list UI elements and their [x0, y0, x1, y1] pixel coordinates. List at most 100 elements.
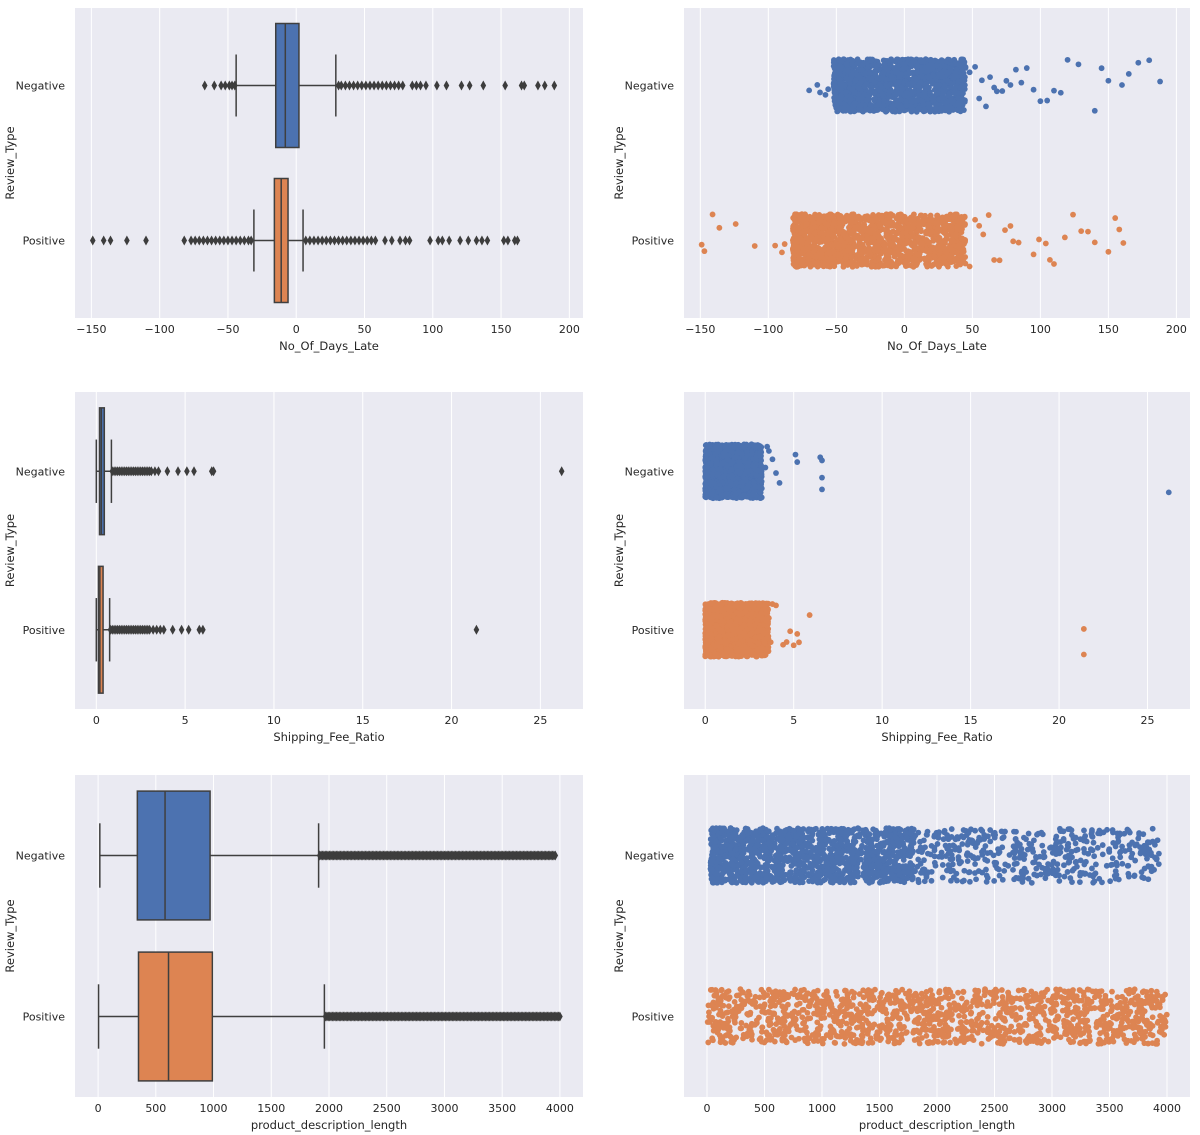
strip-point	[854, 60, 861, 67]
strip-point	[918, 240, 925, 247]
strip-point	[827, 255, 834, 262]
strip-point	[698, 241, 705, 248]
outlier-point	[248, 235, 254, 246]
outlier-point	[218, 80, 224, 91]
x-tick-label: −100	[145, 323, 175, 336]
strip-point	[842, 101, 848, 108]
strip-point	[898, 246, 905, 253]
marks	[698, 56, 1163, 270]
outlier-point	[100, 235, 107, 246]
x-tick-label: 20	[1052, 714, 1066, 727]
strip-point	[757, 495, 764, 502]
strip-point	[833, 95, 840, 102]
strip-point	[781, 241, 788, 247]
strip-point	[933, 244, 940, 251]
strip-point	[941, 63, 948, 70]
x-tick-label: 200	[1166, 323, 1187, 336]
strip-point	[852, 89, 858, 96]
strip-point	[1030, 251, 1037, 258]
outlier-point	[208, 235, 215, 246]
outlier-point	[372, 235, 379, 246]
strip-point	[792, 451, 799, 458]
strip-point	[1091, 107, 1098, 114]
outlier-point	[354, 80, 361, 91]
strip-point	[766, 448, 772, 454]
strip-point	[720, 473, 727, 480]
strip-point	[870, 235, 877, 241]
strip-point	[945, 92, 952, 99]
strip-point	[976, 222, 983, 229]
outlier-point	[360, 235, 366, 246]
strip-point	[709, 211, 716, 218]
strip-point	[811, 247, 818, 253]
strip-point	[910, 69, 917, 76]
strip-point	[859, 225, 866, 232]
strip-point	[837, 80, 844, 86]
strip-point	[703, 489, 710, 495]
strip-point	[806, 87, 813, 94]
strip-point	[980, 231, 987, 238]
strip-point	[849, 219, 856, 226]
strip-point	[833, 104, 840, 110]
strip-point	[830, 59, 837, 66]
outlier-point	[204, 235, 211, 246]
strip-point	[731, 443, 737, 450]
outlier-point	[484, 235, 491, 246]
outlier-point	[327, 235, 334, 246]
strip-point	[896, 252, 903, 259]
strip-point	[1051, 261, 1057, 267]
strip-point	[957, 261, 964, 268]
strip-point	[836, 228, 843, 234]
outlier-point	[379, 80, 386, 91]
strip-point	[1075, 61, 1082, 68]
outlier-point	[216, 235, 223, 246]
outlier-point	[192, 235, 198, 246]
outlier-point	[375, 80, 381, 91]
x-tick-label: 0	[901, 323, 908, 336]
outlier-point	[505, 235, 511, 246]
strip-point	[757, 453, 764, 459]
strip-point	[907, 91, 914, 98]
strip-point	[708, 491, 715, 498]
strip-point	[1007, 82, 1014, 88]
strip-point	[886, 249, 892, 256]
strip-point	[832, 89, 839, 96]
x-tick-label: 25	[1141, 714, 1155, 727]
x-tick-label: −100	[753, 323, 783, 336]
strip-point	[873, 216, 880, 222]
outlier-point	[200, 235, 207, 246]
strip-point	[881, 62, 888, 69]
strip-point	[888, 258, 894, 265]
strip-point	[776, 479, 783, 486]
outlier-point	[479, 235, 485, 246]
strip-point	[748, 441, 755, 448]
strip-point	[863, 259, 870, 266]
strip-point	[860, 61, 866, 68]
outlier-point	[363, 80, 369, 91]
strip-point	[874, 107, 881, 113]
strip-point	[826, 250, 833, 257]
strip-point	[824, 221, 831, 228]
x-tick-label: 0	[293, 323, 300, 336]
strip-point	[704, 463, 710, 470]
outlier-point	[535, 80, 541, 91]
strip-point	[926, 84, 932, 91]
strip-point	[861, 83, 868, 90]
strip-point	[939, 59, 946, 66]
strip-point	[880, 106, 887, 113]
strip-point	[848, 60, 855, 67]
strip-point	[710, 455, 716, 462]
outlier-point	[439, 235, 446, 246]
y-tick-label-negative: Negative	[16, 80, 66, 93]
outlier-point	[229, 235, 235, 246]
outlier-point	[399, 80, 406, 91]
strip-point	[972, 63, 978, 70]
strip-point	[1044, 97, 1051, 104]
strip-point	[858, 107, 865, 113]
outlier-point	[502, 80, 508, 91]
strip-point	[911, 240, 918, 247]
strip-point	[834, 241, 840, 248]
strip-point	[915, 105, 922, 112]
outlier-point	[307, 235, 313, 246]
x-tick-label: 200	[559, 323, 580, 336]
